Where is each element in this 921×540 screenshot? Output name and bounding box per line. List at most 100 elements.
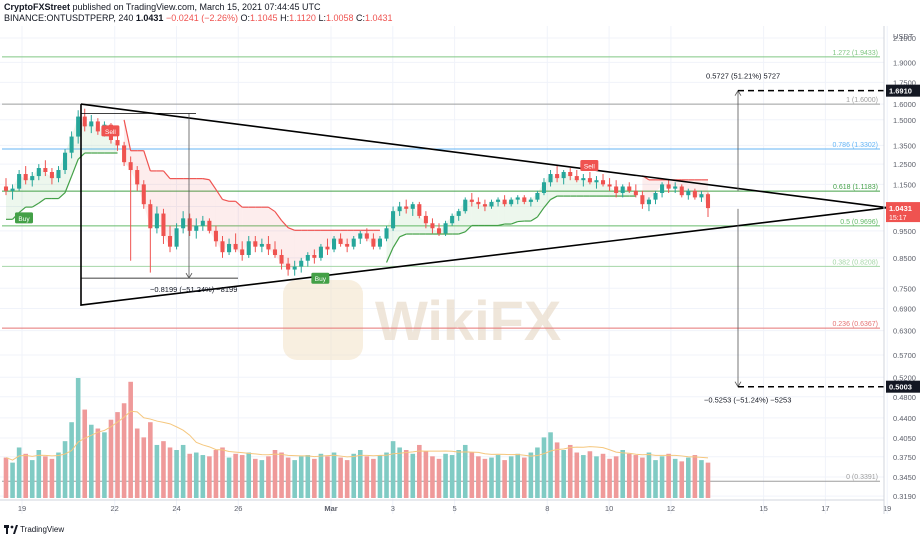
volume-bar — [43, 456, 48, 498]
volume-bar — [554, 442, 560, 498]
candle-body — [627, 186, 632, 191]
candle-body — [417, 204, 422, 216]
volume-bar — [95, 428, 101, 498]
volume-bar — [10, 462, 15, 498]
signal-label: Sell — [105, 129, 116, 136]
volume-bar — [581, 455, 586, 498]
supertrend-fill — [202, 178, 210, 231]
candle-body — [207, 220, 212, 231]
candle-body — [141, 184, 146, 205]
supertrend-line — [58, 192, 66, 199]
supertrend-fill — [229, 201, 236, 250]
candle-body — [36, 168, 41, 177]
volume-bar — [587, 451, 593, 498]
signal-badge — [101, 125, 120, 137]
supertrend-fill — [406, 204, 413, 235]
volume-bar — [567, 444, 573, 498]
supertrend-line — [517, 220, 525, 223]
candle-body — [194, 225, 199, 231]
candle-body — [476, 201, 481, 205]
volume-bar — [102, 432, 107, 498]
supertrend-fill — [412, 204, 420, 235]
volume-bar — [417, 444, 422, 498]
candle-body — [174, 228, 179, 247]
volume-bar — [443, 453, 448, 498]
volume-bar — [3, 457, 9, 498]
candle-body — [95, 121, 100, 132]
candle-body — [227, 243, 232, 253]
candle-body — [692, 190, 697, 198]
candles — [3, 108, 711, 276]
volume-bar — [161, 441, 166, 498]
volume-bar — [312, 458, 317, 498]
candle-body — [469, 199, 474, 202]
supertrend-line — [163, 170, 171, 180]
volume-bar — [134, 428, 140, 498]
supertrend-fill — [320, 230, 328, 250]
triangle-pattern — [80, 103, 888, 306]
supertrend-fill — [268, 207, 275, 256]
supertrend-line — [143, 150, 151, 172]
watermark-text: WikiFX — [375, 289, 561, 352]
supertrend-fill — [25, 176, 33, 208]
supertrend-fill — [648, 179, 656, 200]
volume-bar — [233, 453, 238, 498]
tradingview-footer[interactable]: TradingView — [4, 525, 64, 535]
volume-bar — [259, 460, 265, 498]
candle-body — [266, 243, 271, 250]
candle-body — [89, 121, 94, 127]
candle-body — [660, 184, 665, 193]
candle-body — [167, 235, 173, 247]
fib-label: 0 (0.3391) — [846, 474, 878, 481]
volume-bar — [489, 457, 494, 498]
candle-body — [240, 249, 245, 256]
candle-body — [279, 255, 284, 264]
volume-bar — [23, 453, 28, 498]
volume-bar — [607, 458, 612, 498]
drawings[interactable]: 0.5727 (51.21%) 5727 −0.8199 (−51.24%) −8… — [80, 72, 888, 405]
symbol-label[interactable]: BINANCE:ONTUSDTPERP, 240 — [4, 13, 134, 23]
symbol-line: BINANCE:ONTUSDTPERP, 240 1.0431 −0.0241 … — [4, 13, 393, 23]
candle-body — [502, 199, 507, 205]
y-tick-label: 1.7500 — [893, 78, 916, 87]
volume-bar — [298, 456, 304, 498]
fib-label: 0.786 (1.3302) — [832, 142, 878, 149]
volume-bar — [187, 453, 192, 498]
y-tick-label: 0.5200 — [893, 373, 916, 382]
volume-bar — [148, 422, 153, 498]
supertrend-fill — [478, 204, 485, 226]
volume-bar — [193, 452, 199, 498]
candle-body — [463, 199, 468, 212]
supertrend-fill — [498, 199, 505, 226]
candle-body — [397, 206, 402, 212]
candle-body — [213, 230, 218, 242]
price-badge-label: 1.6910 — [889, 87, 912, 96]
volume-bars — [3, 378, 711, 498]
supertrend-fill — [6, 188, 13, 220]
supertrend-line — [274, 211, 283, 221]
supertrend-fill — [176, 178, 184, 229]
volume-bar — [699, 460, 704, 498]
publisher-name[interactable]: CryptoFXStreet — [4, 2, 71, 12]
supertrend-fill — [294, 230, 302, 267]
candle-body — [673, 186, 678, 189]
volume-bar — [266, 456, 271, 498]
high-value: 1.1120 — [289, 13, 316, 23]
candle-body — [391, 211, 396, 229]
candle-body — [443, 223, 448, 234]
volume-bar — [626, 453, 632, 498]
candle-body — [496, 199, 501, 202]
supertrend-fill — [235, 201, 243, 256]
volume-bar — [469, 452, 475, 498]
volume-bar — [613, 456, 619, 498]
signals: Buy Sell Buy Sell — [15, 125, 599, 284]
volume-bar — [351, 453, 357, 498]
candle-body — [587, 178, 592, 183]
measure-label: 0.5727 (51.21%) 5727 — [706, 72, 780, 81]
volume-bar — [653, 460, 658, 498]
x-tick-label: 26 — [234, 504, 242, 513]
volume-bar — [108, 419, 114, 498]
price-badge — [886, 202, 920, 223]
price-badge — [886, 380, 920, 393]
